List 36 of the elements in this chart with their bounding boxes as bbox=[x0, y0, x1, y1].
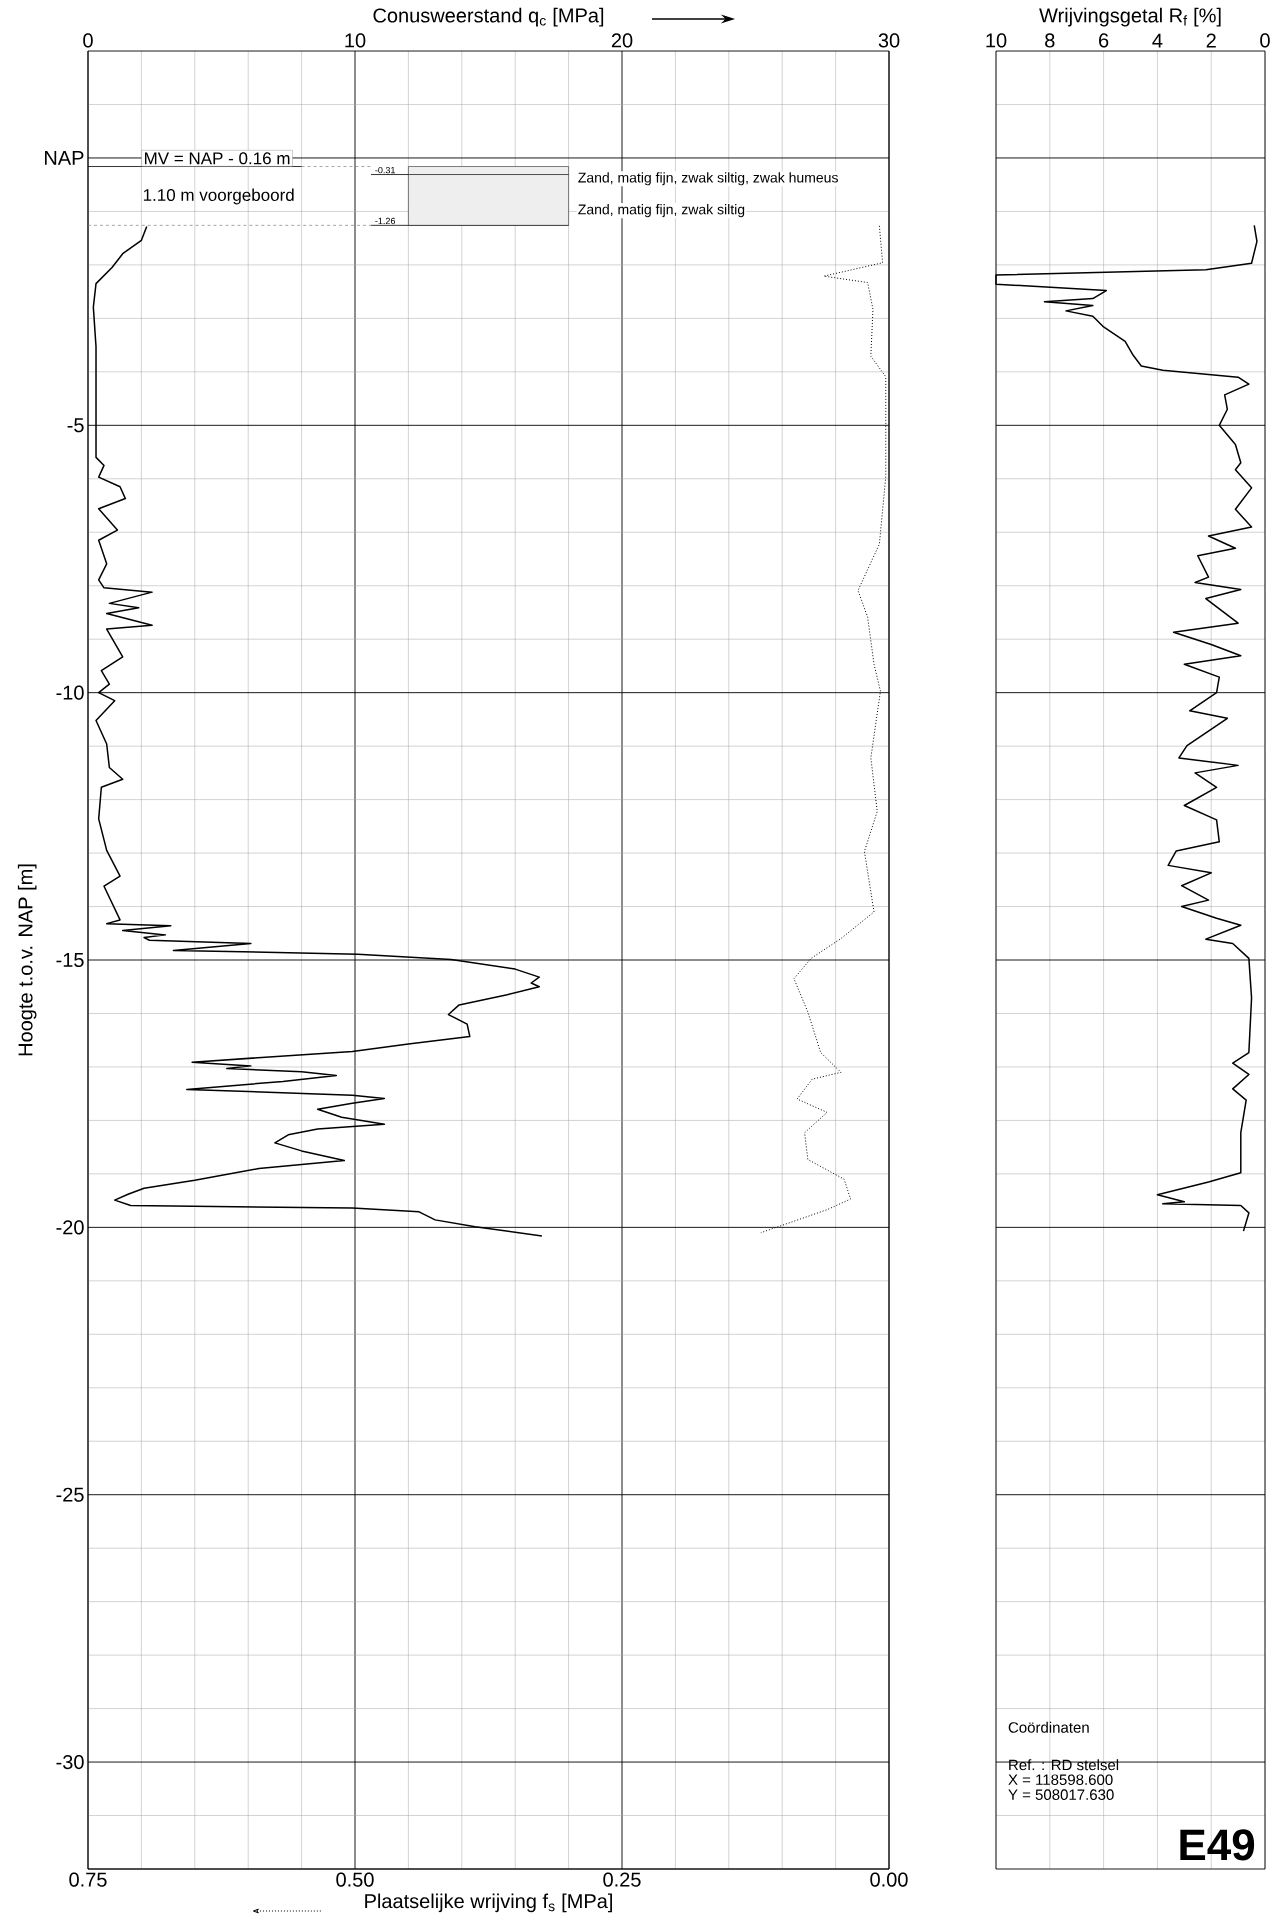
x-axis-title: Wrijvingsgetal R$_{f}$ [%] bbox=[1039, 7, 1221, 27]
ref-line-label: -0.31 bbox=[375, 166, 395, 174]
annotation: Coördinaten bbox=[1008, 1721, 1089, 1733]
x2-axis-title: Plaatselijke wrijving f$_{s}$ [MPa] bbox=[365, 1893, 612, 1913]
x-tick-label: 30 bbox=[878, 33, 900, 48]
y-tick-label: -15 bbox=[56, 953, 84, 967]
annotation: X = 118598.600 bbox=[1008, 1774, 1113, 1786]
y-tick-label: NAP bbox=[45, 151, 84, 165]
x2-tick-label: 0.50 bbox=[336, 1872, 374, 1887]
x2-tick-label: 0.75 bbox=[69, 1872, 107, 1887]
x-tick-label: 0 bbox=[83, 33, 93, 48]
ref-line-label: MV = NAP - 0.16 m bbox=[144, 152, 290, 165]
annotation: Y = 508017.630 bbox=[1008, 1789, 1114, 1800]
y-tick-label: -5 bbox=[67, 418, 84, 433]
y-tick-label: -20 bbox=[56, 1220, 84, 1235]
annotation: E49 bbox=[1180, 1829, 1255, 1861]
y-tick-label: -30 bbox=[56, 1754, 84, 1770]
y-tick-label: -10 bbox=[56, 685, 84, 700]
x2-tick-label: 0.00 bbox=[870, 1872, 908, 1887]
annotation: 1.10 m voorgeboord bbox=[143, 188, 294, 205]
x-tick-label: 10 bbox=[345, 33, 366, 48]
x-tick-label: 10 bbox=[986, 33, 1007, 48]
x-tick-label: 4 bbox=[1152, 33, 1163, 48]
y-axis-title: Hoogte t.o.v. NAP [m] bbox=[17, 864, 37, 1056]
x-tick-label: 20 bbox=[611, 33, 633, 48]
y-tick-label: -25 bbox=[56, 1487, 84, 1502]
band-label: Zand, matig fijn, zwak siltig, zwak humeus bbox=[578, 172, 838, 186]
annotation: Ref. : RD stelsel bbox=[1009, 1759, 1119, 1771]
ref-line-label: -1.26 bbox=[375, 217, 396, 225]
x-tick-label: 2 bbox=[1206, 33, 1216, 48]
x-tick-label: 8 bbox=[1045, 33, 1055, 48]
x2-tick-label: 0.25 bbox=[603, 1872, 641, 1887]
band-label: Zand, matig fijn, zwak siltig bbox=[578, 204, 745, 218]
x-axis-title: Conusweerstand q$_{c}$ [MPa] bbox=[373, 7, 604, 27]
x-tick-label: 6 bbox=[1099, 33, 1109, 48]
x-tick-label: 0 bbox=[1260, 33, 1270, 48]
